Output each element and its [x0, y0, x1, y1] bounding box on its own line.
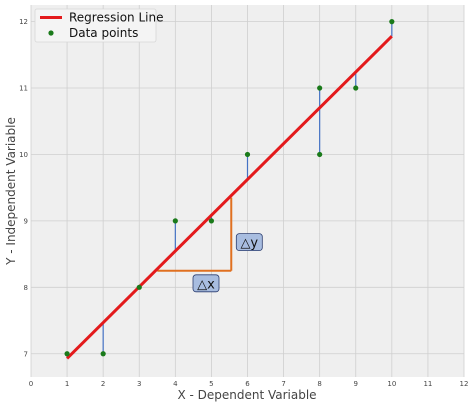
x-tick-label: 5 — [209, 380, 213, 388]
x-tick-labels: 0 1 2 3 4 5 6 7 8 9 10 11 12 — [29, 380, 469, 388]
y-tick-label: 8 — [24, 284, 28, 292]
x-tick-label: 0 — [29, 380, 33, 388]
legend-swatch-points — [48, 30, 54, 36]
x-tick-label: 1 — [65, 380, 69, 388]
legend-label-points: Data points — [69, 26, 138, 40]
y-axis-label: Y - Independent Variable — [4, 117, 18, 266]
delta-annotations: △x △y — [157, 197, 263, 293]
delta-y-box — [235, 233, 263, 252]
legend-label-regression: Regression Line — [69, 11, 163, 25]
data-point-6 — [317, 85, 323, 91]
x-tick-label: 7 — [281, 380, 285, 388]
x-tick-label: 4 — [173, 380, 178, 388]
data-point-2 — [136, 284, 142, 290]
legend-box — [34, 8, 157, 43]
data-point-8 — [353, 85, 359, 91]
data-point-1 — [100, 351, 106, 357]
regression-line-group — [66, 35, 393, 360]
data-point-0 — [64, 351, 70, 357]
x-tick-label: 9 — [354, 380, 358, 388]
x-tick-label: 6 — [245, 380, 250, 388]
regression-line — [66, 35, 393, 360]
y-tick-label: 10 — [19, 151, 28, 159]
grid — [30, 5, 465, 377]
residual-lines — [66, 21, 393, 359]
x-axis-label: X - Dependent Variable — [177, 388, 316, 402]
data-point-9 — [389, 19, 395, 25]
data-point-3 — [172, 218, 178, 224]
x-tick-label: 8 — [317, 380, 321, 388]
y-tick-label: 12 — [19, 18, 28, 26]
data-points — [64, 19, 395, 357]
x-tick-label: 12 — [460, 380, 469, 388]
x-tick-label: 3 — [137, 380, 141, 388]
delta-y-label: △y — [240, 236, 258, 251]
x-tick-label: 2 — [101, 380, 105, 388]
x-tick-label: 11 — [423, 380, 432, 388]
y-tick-label: 7 — [24, 350, 28, 358]
y-tick-label: 11 — [19, 85, 28, 93]
data-point-5 — [244, 151, 251, 158]
delta-x-label: △x — [197, 277, 215, 292]
y-tick-label: 9 — [24, 217, 28, 225]
data-point-7 — [317, 151, 323, 158]
data-point-4 — [208, 218, 215, 224]
delta-x-box — [192, 274, 220, 293]
y-tick-labels: 7 8 9 10 11 12 — [19, 18, 28, 358]
x-tick-label: 10 — [387, 380, 396, 388]
